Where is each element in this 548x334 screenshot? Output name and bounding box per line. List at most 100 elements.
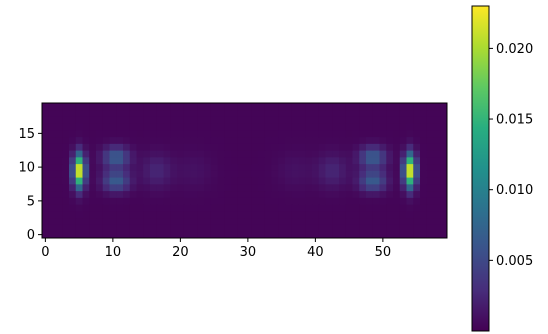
- heatmap-cell: [156, 116, 164, 124]
- heatmap-cell: [386, 177, 394, 185]
- heatmap-cell: [136, 177, 144, 185]
- heatmap-cell: [190, 184, 198, 192]
- heatmap-cell: [170, 211, 178, 219]
- heatmap-cell: [312, 109, 320, 117]
- heatmap-cell: [285, 150, 293, 158]
- heatmap-cell: [62, 231, 70, 239]
- heatmap-cell: [291, 103, 299, 111]
- heatmap-cell: [123, 231, 131, 239]
- heatmap-cell: [345, 136, 353, 144]
- heatmap-cell: [379, 190, 387, 198]
- heatmap-cell: [75, 109, 83, 117]
- heatmap-cell: [204, 184, 212, 192]
- heatmap-cell: [102, 163, 110, 171]
- heatmap-cell: [204, 197, 212, 205]
- heatmap-cell: [231, 177, 239, 185]
- heatmap-cell: [339, 157, 347, 165]
- heatmap-cell: [163, 157, 171, 165]
- heatmap-cell: [237, 103, 245, 111]
- heatmap-cell: [177, 109, 185, 117]
- heatmap-cell: [42, 217, 50, 225]
- heatmap-cell: [89, 163, 97, 171]
- heatmap-cell: [177, 143, 185, 151]
- heatmap-cell: [170, 103, 178, 111]
- heatmap-cell: [102, 157, 110, 165]
- heatmap-cell: [150, 157, 158, 165]
- heatmap-cell: [156, 217, 164, 225]
- heatmap-cell: [89, 177, 97, 185]
- heatmap-cell: [271, 109, 279, 117]
- heatmap-cell: [177, 184, 185, 192]
- heatmap-cell: [352, 231, 360, 239]
- heatmap-cell: [420, 224, 428, 232]
- heatmap-cell: [237, 143, 245, 151]
- heatmap-cell: [258, 211, 266, 219]
- heatmap-cell: [298, 130, 306, 138]
- heatmap-cell: [42, 123, 50, 131]
- heatmap-cell: [69, 109, 77, 117]
- heatmap-cell: [89, 170, 97, 178]
- heatmap-cell: [217, 157, 225, 165]
- heatmap-cell: [278, 217, 286, 225]
- heatmap-cell: [237, 231, 245, 239]
- heatmap-cell: [251, 109, 259, 117]
- heatmap-cell: [75, 224, 83, 232]
- heatmap-cell: [413, 184, 421, 192]
- heatmap-cell: [231, 170, 239, 178]
- heatmap-cell: [440, 217, 448, 225]
- heatmap-cell: [244, 163, 252, 171]
- heatmap-cell: [89, 143, 97, 151]
- heatmap-cell: [420, 197, 428, 205]
- heatmap-cell: [258, 197, 266, 205]
- heatmap-cell: [339, 231, 347, 239]
- heatmap-cell: [399, 190, 407, 198]
- heatmap-cell: [136, 136, 144, 144]
- heatmap-cell: [156, 130, 164, 138]
- heatmap-cell: [345, 163, 353, 171]
- heatmap-cell: [82, 130, 90, 138]
- heatmap-cell: [170, 170, 178, 178]
- heatmap-cell: [278, 116, 286, 124]
- heatmap-cell: [62, 143, 70, 151]
- heatmap-cell: [177, 197, 185, 205]
- heatmap-cell: [305, 184, 313, 192]
- heatmap-cell: [305, 150, 313, 158]
- heatmap-cell: [298, 150, 306, 158]
- heatmap-cell: [318, 143, 326, 151]
- heatmap-cell: [413, 157, 421, 165]
- heatmap-cell: [231, 103, 239, 111]
- heatmap-cell: [69, 116, 77, 124]
- heatmap-cell: [102, 116, 110, 124]
- heatmap-cell: [332, 103, 340, 111]
- heatmap-cell: [366, 217, 374, 225]
- heatmap-cell: [89, 211, 97, 219]
- heatmap-cell: [129, 197, 137, 205]
- heatmap-cell: [393, 163, 401, 171]
- heatmap-cell: [366, 170, 374, 178]
- heatmap-cell: [82, 143, 90, 151]
- heatmap-cell: [393, 123, 401, 131]
- heatmap-cell: [183, 231, 191, 239]
- heatmap-cell: [136, 157, 144, 165]
- heatmap-cell: [244, 177, 252, 185]
- heatmap-cell: [89, 217, 97, 225]
- heatmap-cell: [210, 109, 218, 117]
- colorbar: [471, 5, 490, 332]
- heatmap-cell: [312, 170, 320, 178]
- heatmap-cell: [413, 177, 421, 185]
- heatmap-cell: [251, 231, 259, 239]
- heatmap-cell: [264, 224, 272, 232]
- heatmap-cell: [426, 130, 434, 138]
- heatmap-cell: [325, 177, 333, 185]
- heatmap-cell: [325, 190, 333, 198]
- heatmap-cell: [42, 177, 50, 185]
- heatmap-cell: [116, 157, 124, 165]
- heatmap-cell: [386, 184, 394, 192]
- heatmap-cell: [143, 211, 151, 219]
- heatmap-cell: [177, 116, 185, 124]
- heatmap-cell: [231, 231, 239, 239]
- heatmap-cell: [237, 123, 245, 131]
- heatmap-cell: [217, 197, 225, 205]
- heatmap-cell: [339, 204, 347, 212]
- heatmap-cell: [325, 197, 333, 205]
